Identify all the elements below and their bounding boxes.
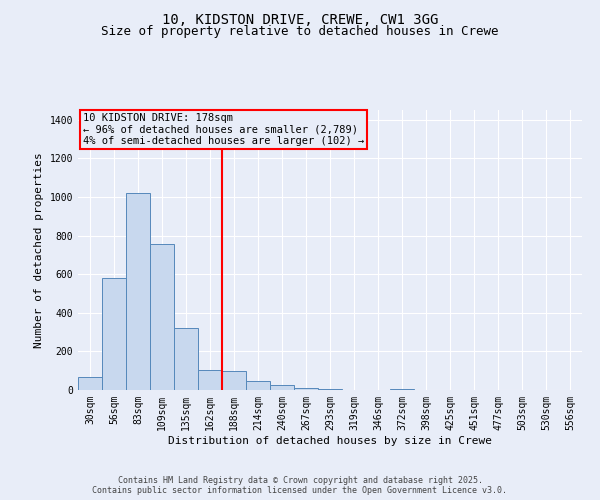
- Bar: [174, 328, 198, 390]
- Bar: [246, 382, 270, 390]
- Bar: [270, 384, 294, 390]
- Bar: [150, 244, 174, 390]
- Bar: [318, 389, 342, 390]
- Text: Contains HM Land Registry data © Crown copyright and database right 2025.
Contai: Contains HM Land Registry data © Crown c…: [92, 476, 508, 495]
- Bar: [198, 370, 222, 390]
- Bar: [78, 377, 102, 390]
- Bar: [222, 370, 246, 390]
- Text: 10, KIDSTON DRIVE, CREWE, CW1 3GG: 10, KIDSTON DRIVE, CREWE, CW1 3GG: [162, 12, 438, 26]
- Bar: [294, 388, 318, 390]
- Bar: [126, 193, 150, 390]
- Bar: [102, 278, 126, 390]
- Text: Size of property relative to detached houses in Crewe: Size of property relative to detached ho…: [101, 25, 499, 38]
- Y-axis label: Number of detached properties: Number of detached properties: [34, 152, 44, 348]
- Text: 10 KIDSTON DRIVE: 178sqm
← 96% of detached houses are smaller (2,789)
4% of semi: 10 KIDSTON DRIVE: 178sqm ← 96% of detach…: [83, 113, 364, 146]
- X-axis label: Distribution of detached houses by size in Crewe: Distribution of detached houses by size …: [168, 436, 492, 446]
